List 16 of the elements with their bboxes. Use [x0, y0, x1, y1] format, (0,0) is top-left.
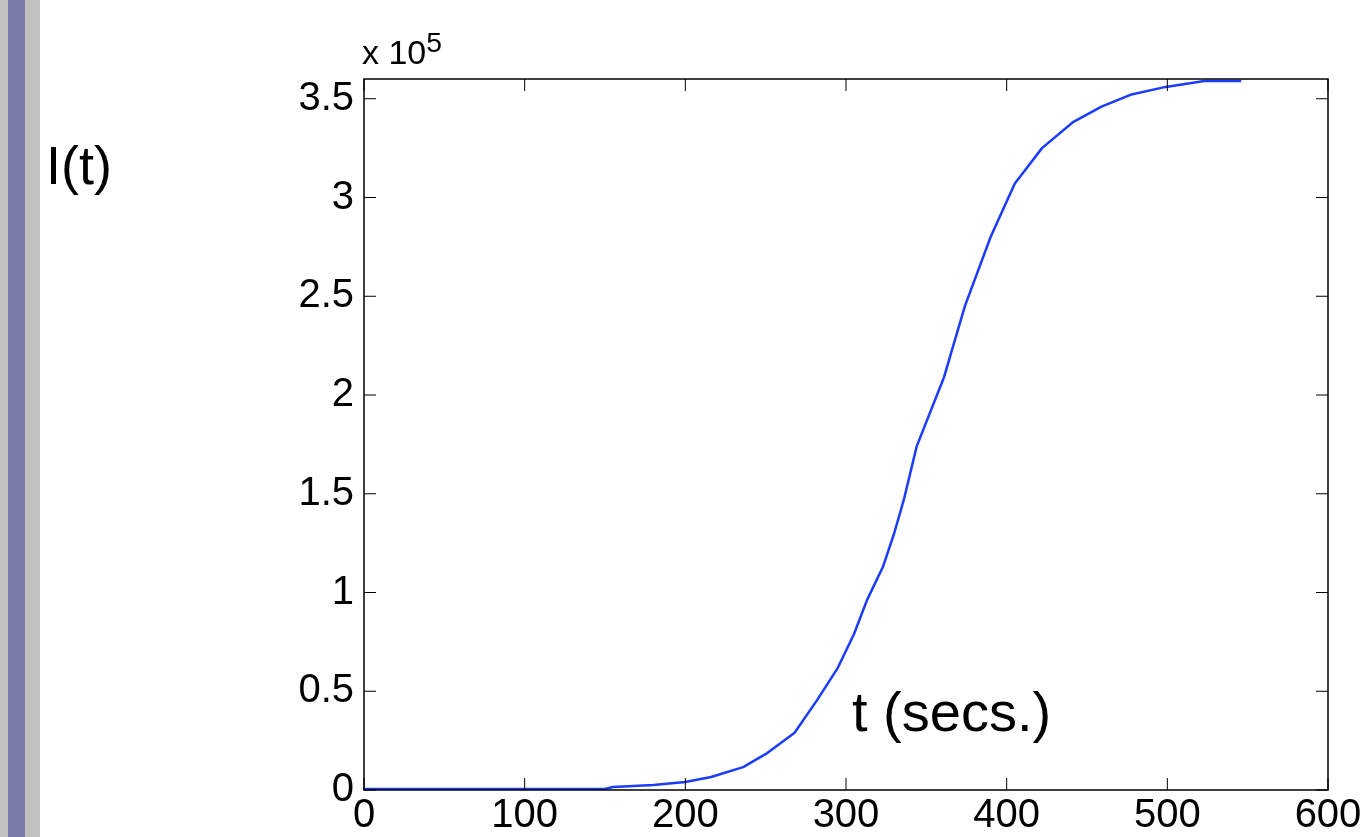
y-tick-label: 0.5 [298, 666, 354, 711]
y-tick-label: 2 [331, 370, 354, 415]
x-tick-label: 400 [973, 791, 1041, 836]
x-tick-label: 300 [812, 791, 880, 836]
x-tick-label: 500 [1133, 791, 1201, 836]
y-tick-label: 2.5 [298, 271, 354, 316]
y-axis-title: I(t) [46, 135, 112, 195]
y-tick-label: 3.5 [298, 73, 354, 118]
text: x 10$^{5}$ [362, 26, 443, 72]
y-tick-label: 1.5 [298, 468, 354, 513]
x-axis-title: t (secs.) [852, 680, 1052, 743]
x-tick-label: 200 [651, 791, 719, 836]
y-tick-label: 1 [331, 567, 354, 612]
x-tick-label: 600 [1294, 791, 1362, 836]
x-tick-label: 100 [491, 791, 559, 836]
y-tick-label: 3 [331, 172, 354, 217]
